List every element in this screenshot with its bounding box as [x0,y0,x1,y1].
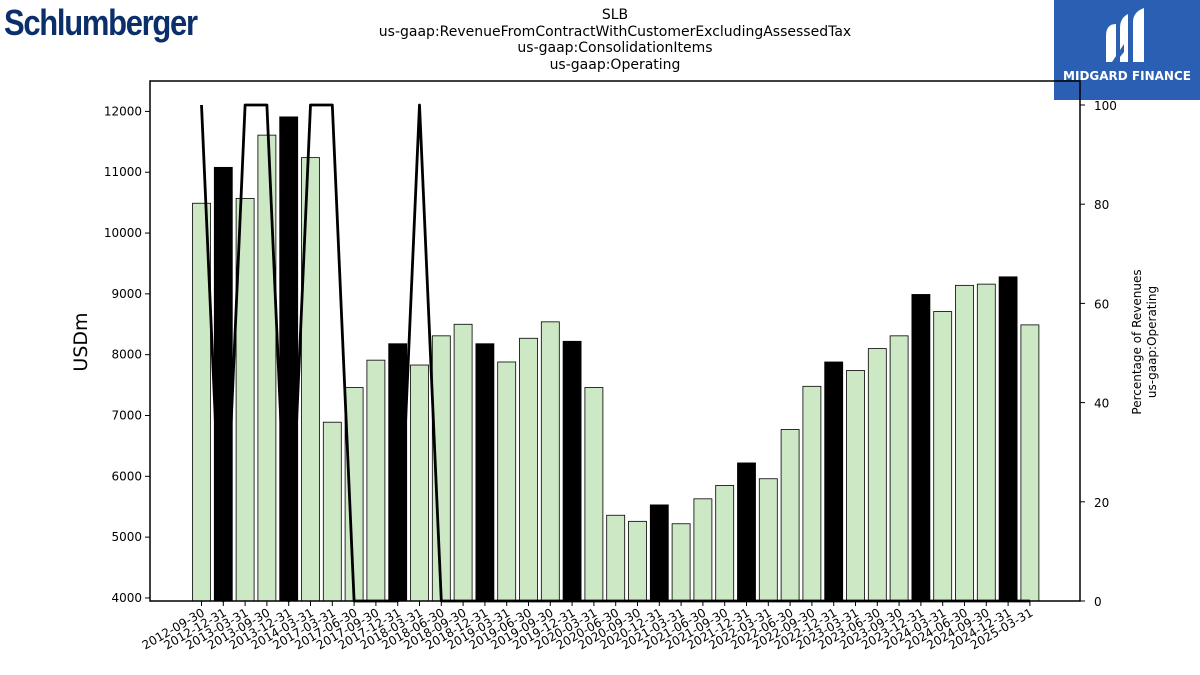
bar [715,485,735,602]
midgard-m-icon [1106,8,1144,62]
bar [519,337,538,602]
bar [933,311,953,602]
bar [889,335,909,602]
y2-axis-label: us-gaap:Operating [1145,286,1159,398]
bar [606,514,626,602]
brand-name: MIDGARD FINANCE [1063,69,1191,83]
y-tick-label: 10000 [104,226,142,240]
title-line: us-gaap:ConsolidationItems [517,40,713,56]
y2-axis-ticks: 0 20 40 60 80 100 [1080,99,1117,609]
y-tick-label: 5000 [111,530,142,544]
bar [562,340,582,602]
bar [497,361,517,602]
y2-tick-label: 40 [1094,397,1109,411]
bar [824,361,844,602]
y2-tick-label: 60 [1094,297,1109,311]
bar [584,387,604,602]
bar [780,429,800,602]
y2-tick-label: 20 [1094,496,1109,510]
bar [867,348,887,602]
bar [257,134,277,602]
y-tick-label: 9000 [111,287,142,301]
bar [802,385,822,602]
y2-tick-label: 100 [1094,99,1117,113]
bar [955,284,974,602]
chart-title: SLB us-gaap:RevenueFromContractWithCusto… [300,7,930,73]
bar [279,116,299,602]
x-axis-ticks: 2012-09-302012-12-312013-03-312013-09-30… [140,601,1035,652]
bar [344,387,364,602]
y-axis-ticks: 4000 5000 6000 7000 8000 9000 10000 11000 12000 [104,104,150,605]
y-tick-label: 6000 [111,469,142,483]
title-line: SLB [601,7,629,23]
bar [540,321,560,602]
y2-axis-label: Percentage of Revenues [1130,269,1144,414]
bar [213,166,233,602]
bar [453,323,473,602]
bar [322,421,342,602]
plot-frame [149,80,1081,602]
bar [737,462,756,602]
y-tick-label: 4000 [111,591,142,605]
bar [1020,324,1040,602]
bar [410,364,429,602]
midgard-finance-logo: MIDGARD FINANCE [1054,0,1200,100]
bar [693,498,713,602]
title-line: us-gaap:RevenueFromContractWithCustomerE… [378,23,852,40]
bar [998,276,1018,602]
bar [911,294,931,602]
bar [976,283,996,602]
chart-axes [149,80,1081,602]
bar-series [192,116,1040,602]
y-tick-label: 11000 [104,165,142,179]
bar [475,343,495,602]
bar [846,370,865,602]
y-tick-label: 8000 [111,348,142,362]
title-line: us-gaap:Operating [549,56,681,73]
y-tick-label: 7000 [111,409,142,423]
y2-tick-label: 80 [1094,198,1109,212]
bar [671,523,691,602]
y-axis-label: USDm [70,312,92,371]
bar [758,478,778,602]
bar [628,520,647,602]
y2-tick-label: 0 [1094,595,1102,609]
schlumberger-logo: Schlumberger [4,2,198,43]
bar [366,359,386,602]
y-tick-label: 12000 [104,104,142,118]
bar [649,504,669,602]
